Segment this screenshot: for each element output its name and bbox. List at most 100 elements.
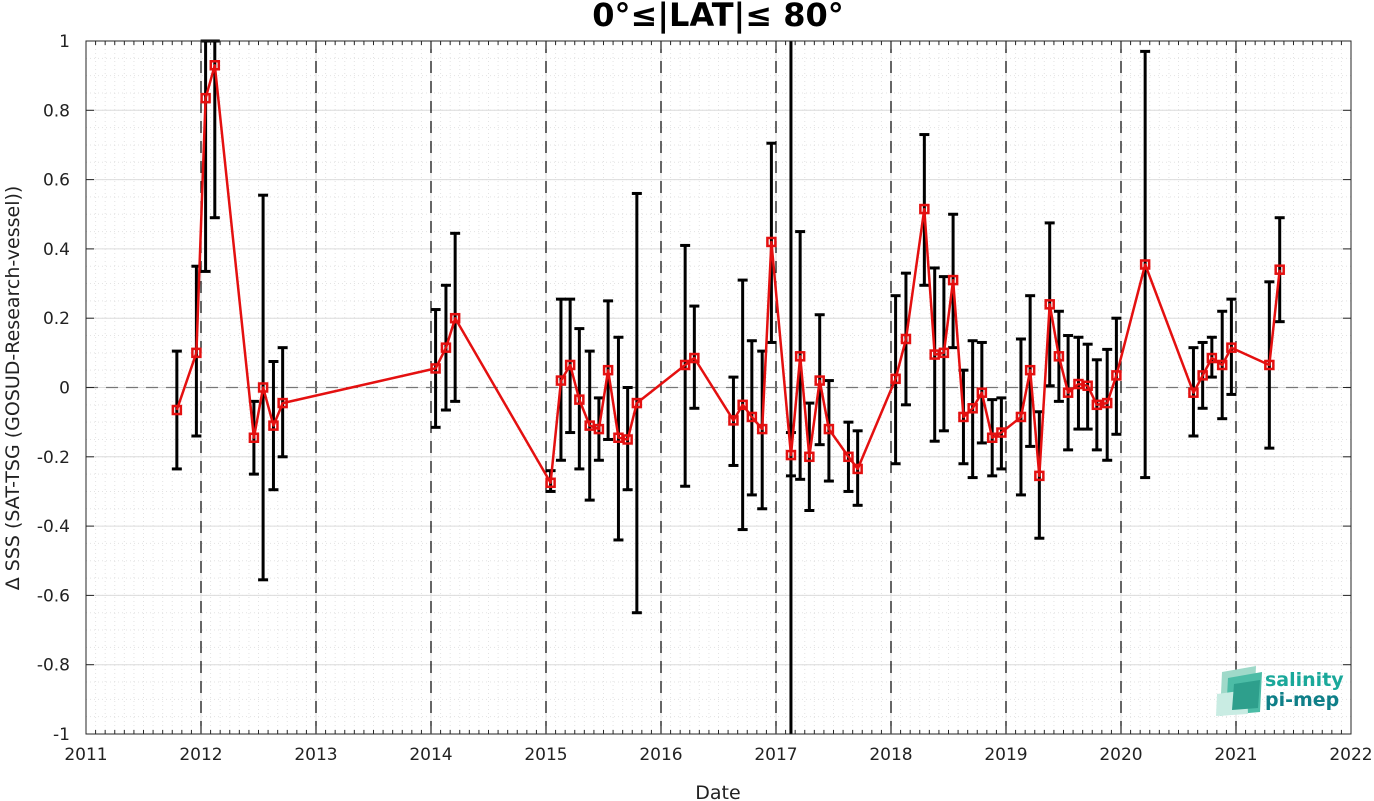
x-axis-label: Date [695, 782, 740, 801]
data-point [1111, 370, 1122, 381]
data-point [200, 92, 211, 104]
y-tick-label: -0.6 [37, 586, 70, 606]
data-point [1226, 342, 1237, 353]
data-point [967, 403, 978, 414]
x-tick-label: 2015 [524, 745, 567, 765]
data-point [248, 432, 260, 443]
data-point [1101, 397, 1113, 409]
x-tick-label: 2020 [1099, 745, 1142, 765]
data-point [191, 347, 202, 359]
data-point [804, 451, 815, 463]
data-point [593, 423, 605, 435]
data-point [938, 347, 950, 359]
data-point [689, 352, 700, 364]
data-point [1062, 387, 1074, 398]
data-point [919, 203, 930, 215]
data-point [257, 382, 269, 393]
x-tick-label: 2021 [1214, 745, 1257, 765]
x-tick-label: 2012 [179, 745, 222, 765]
logo-text-pi-mep: pi-mep [1265, 689, 1339, 711]
data-point [440, 342, 452, 353]
data-point [1206, 352, 1218, 364]
data-point [449, 312, 461, 324]
data-point [785, 449, 797, 461]
data-point [766, 236, 777, 248]
data-point [728, 415, 739, 426]
data-point [268, 420, 279, 431]
x-tick-label: 2011 [64, 745, 107, 765]
data-point [976, 387, 988, 398]
data-point [545, 477, 556, 489]
logo-text-salinity: salinity [1265, 669, 1344, 691]
data-point [1091, 399, 1103, 411]
y-tick-label: -0.4 [37, 517, 70, 537]
x-tick-label: 2016 [639, 745, 682, 765]
data-point [430, 363, 441, 374]
data-point [737, 399, 748, 411]
data-point [209, 60, 221, 71]
x-tick-label: 2018 [869, 745, 912, 765]
data-point [746, 411, 758, 423]
data-point [574, 394, 585, 405]
data-point [631, 397, 643, 409]
data-point [555, 375, 567, 386]
data-point [1216, 359, 1228, 371]
data-point [996, 427, 1007, 438]
y-tick-label: 0 [59, 379, 70, 399]
salinity-pi-mep-logo: salinity pi-mep [1216, 666, 1344, 716]
data-point [622, 434, 633, 445]
data-point [564, 359, 576, 371]
data-point [1139, 259, 1151, 270]
data-point [814, 375, 825, 386]
series-line [175, 64, 1281, 485]
series-polyline [175, 64, 1281, 485]
data-point [1044, 299, 1055, 310]
tick-labels: 2011 2012 2013 2014 2015 2016 2017 2018 2019 2020… [37, 32, 1373, 765]
data-point [947, 274, 959, 286]
data-point [1082, 380, 1093, 392]
x-tick-label: 2019 [984, 745, 1027, 765]
data-point [277, 397, 288, 409]
y-tick-label: 0.6 [43, 171, 70, 191]
data-point [1024, 364, 1036, 376]
data-point [1034, 470, 1045, 482]
chart-title: 0°≤|LAT|≤ 80° [592, 0, 843, 35]
data-markers [171, 60, 1285, 489]
error-bar [1274, 216, 1285, 324]
data-point [900, 333, 912, 345]
data-point [823, 423, 835, 435]
data-point [1197, 370, 1208, 381]
data-point [1264, 359, 1275, 371]
data-point [958, 411, 969, 423]
year-boundary-lines [86, 41, 1351, 734]
y-tick-label: 1 [59, 32, 70, 52]
error-bar [171, 349, 182, 471]
data-point [852, 463, 863, 475]
y-tick-label: -1 [53, 725, 70, 745]
x-tick-label: 2022 [1329, 745, 1372, 765]
data-point [1053, 351, 1065, 362]
x-tick-label: 2014 [409, 745, 452, 765]
data-point [1015, 411, 1027, 423]
y-tick-label: 0.4 [43, 240, 70, 260]
error-bar [1102, 347, 1113, 462]
data-point [679, 359, 691, 371]
y-tick-label: 0.8 [43, 101, 70, 121]
logo-mark-icon [1216, 666, 1262, 716]
x-tick-label: 2013 [294, 745, 337, 765]
x-tick-label: 2017 [754, 745, 797, 765]
data-point [890, 373, 901, 385]
data-point [843, 451, 854, 463]
axes [85, 40, 1352, 735]
data-point [794, 351, 806, 362]
data-point [1274, 264, 1285, 275]
data-point [1188, 387, 1199, 398]
y-tick-label: 0.2 [43, 309, 70, 329]
data-point [756, 423, 768, 435]
y-tick-label: -0.8 [37, 656, 70, 676]
data-point [602, 364, 614, 376]
y-tick-label: -0.2 [37, 448, 70, 468]
data-point [171, 404, 183, 416]
y-axis-label: Δ SSS (SAT-TSG (GOSUD-Research-vessel)) [2, 186, 24, 591]
